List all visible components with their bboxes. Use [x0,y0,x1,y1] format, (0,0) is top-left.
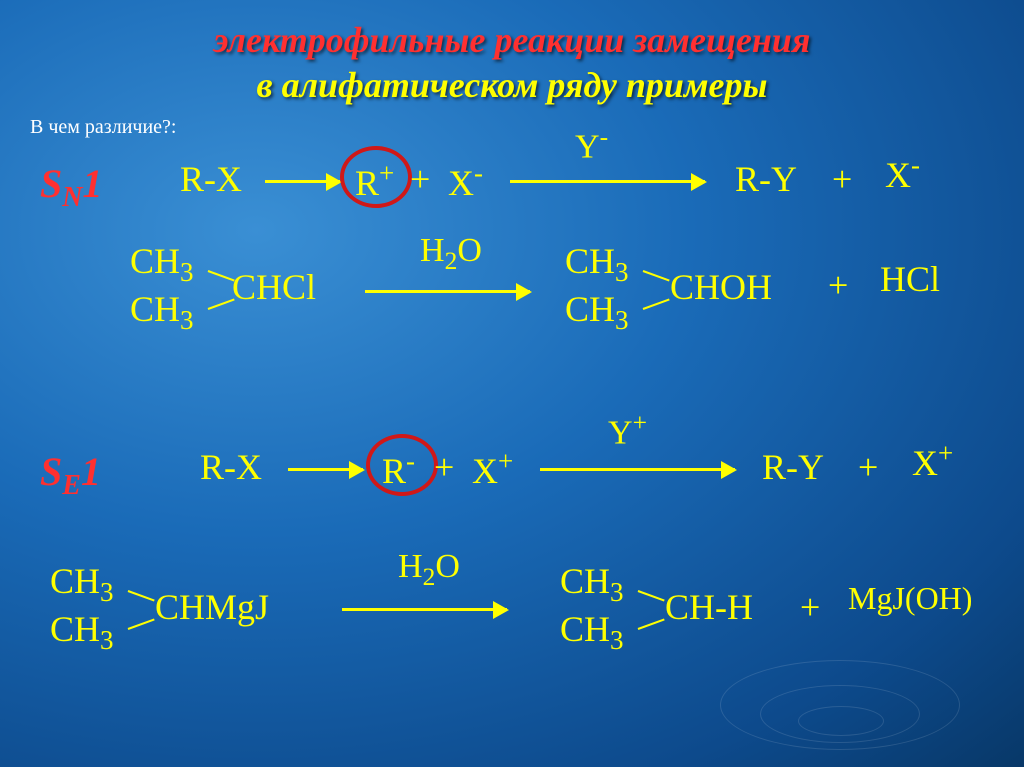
se1ex-plus: + [800,586,820,628]
sn1ex-reagent-o: O [457,232,482,269]
title-block: электрофильные реакции замещения в алифа… [0,0,1024,108]
sn1-leaving-charge: - [474,158,483,188]
sn1-product: R-Y [735,158,797,200]
sn1-byproduct-charge: - [911,150,920,180]
se1-plus: + [434,446,454,488]
ripple-3 [798,706,884,736]
se1-byproduct-base: X [912,443,938,483]
se1-reagent-charge: + [633,408,647,437]
se1-plus2: + [858,446,878,488]
se1ex-r1: CH3 [50,560,114,608]
se1ex-pr1: CH3 [560,560,624,608]
sn1ex-reagent-h: H [420,232,445,269]
sn1-plus2: + [832,158,852,200]
se1ex-pr1-sub: 3 [610,577,624,607]
sn1ex-r2: CH3 [130,288,194,336]
se1ex-reagent: H2O [398,548,460,592]
se1ex-reagent-o: O [435,548,460,585]
se1ex-bond1 [128,590,155,601]
sn1-circle [340,146,412,208]
se1ex-pr2-sub: 3 [610,625,624,655]
sn1-arrow2 [510,180,705,183]
se1ex-arrow [342,608,507,611]
sn1ex-r2-sub: 3 [180,305,194,335]
sn1ex-reagent: H2O [420,232,482,276]
se1ex-pcenter: CH-H [665,586,753,628]
se1-byproduct: X+ [912,438,953,484]
sn1ex-arrow [365,290,530,293]
se1ex-pr2: CH3 [560,608,624,656]
sn1ex-plus: + [828,264,848,306]
se1-reagent-base: Y [608,414,633,451]
se1ex-pr2-base: CH [560,609,610,649]
sn1ex-pcenter: CHOH [670,266,772,308]
sn1ex-r2-base: CH [130,289,180,329]
sn1-label-text: SN1 [40,161,102,206]
se1ex-r2-sub: 3 [100,625,114,655]
se1ex-center: CHMgJ [155,586,269,628]
sn1-label: SN1 [40,160,102,214]
se1-leaving-base: X [472,451,498,491]
se1ex-reagent-sub: 2 [423,562,436,591]
se1-arrow2 [540,468,735,471]
sn1ex-r1-base: CH [130,241,180,281]
sn1ex-pr2-base: CH [565,289,615,329]
sn1-leaving-base: X [448,163,474,203]
se1ex-r2-base: CH [50,609,100,649]
se1ex-r1-base: CH [50,561,100,601]
se1-reactant: R-X [200,446,262,488]
se1-circle [366,434,438,496]
sn1ex-pbond2 [643,298,670,309]
se1-leaving: X+ [472,446,513,492]
se1ex-r2: CH3 [50,608,114,656]
sn1ex-pr1-base: CH [565,241,615,281]
sn1-plus: + [410,158,430,200]
sn1ex-reagent-sub: 2 [445,246,458,275]
sn1ex-center: CHCl [232,266,316,308]
sn1ex-pr2: CH3 [565,288,629,336]
sn1-reagent-base: Y [575,128,600,165]
se1ex-reagent-h: H [398,548,423,585]
sn1ex-pr2-sub: 3 [615,305,629,335]
se1ex-pbond1 [638,590,665,601]
sn1-leaving: X- [448,158,483,204]
se1-arrow1 [288,468,363,471]
sn1-reactant: R-X [180,158,242,200]
sn1ex-pr1: CH3 [565,240,629,288]
se1ex-bond2 [128,618,155,629]
title-line-2: в алифатическом ряду примеры [0,63,1024,108]
sn1-reagent-charge: - [600,122,609,151]
sn1-byproduct: X- [885,150,920,196]
sn1ex-byproduct: HCl [880,258,940,300]
se1-reagent: Y+ [608,408,647,452]
se1-byproduct-charge: + [938,438,953,468]
se1ex-byproduct: MgJ(OH) [848,580,972,617]
sn1ex-pbond1 [643,270,670,281]
sn1ex-pr1-sub: 3 [615,257,629,287]
se1-product: R-Y [762,446,824,488]
sn1-byproduct-base: X [885,155,911,195]
se1-label: SE1 [40,448,101,502]
sn1-arrow1 [265,180,340,183]
sn1ex-bond2 [208,298,235,309]
sn1ex-bond1 [208,270,235,281]
se1-leaving-charge: + [498,446,513,476]
sn1ex-r1: CH3 [130,240,194,288]
se1ex-r1-sub: 3 [100,577,114,607]
subtitle: В чем различие?: [30,116,176,139]
se1ex-pr1-base: CH [560,561,610,601]
se1-label-text: SE1 [40,449,101,494]
sn1ex-r1-sub: 3 [180,257,194,287]
sn1-reagent: Y- [575,122,608,166]
title-line-1: электрофильные реакции замещения [0,18,1024,63]
se1ex-pbond2 [638,618,665,629]
